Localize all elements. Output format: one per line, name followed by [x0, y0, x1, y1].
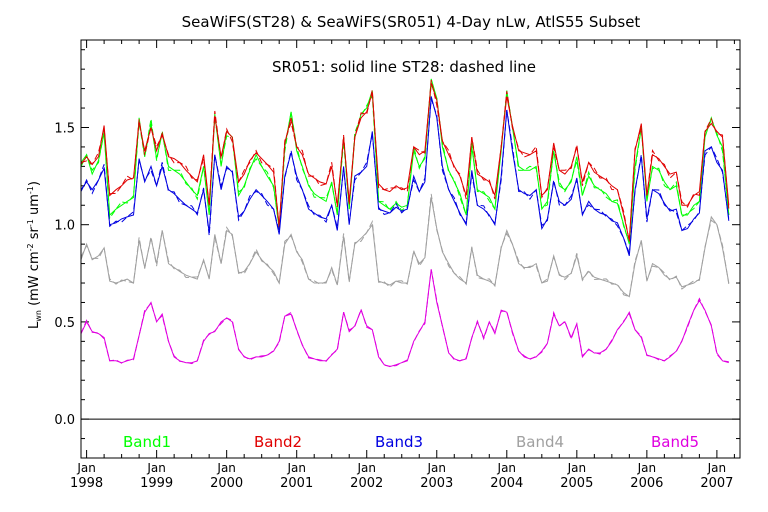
x-tick-year: 2007: [700, 476, 733, 491]
axis-ticks-layer: 0.00.51.01.5Jan1998Jan1999Jan2000Jan2001…: [54, 40, 740, 491]
x-tick-year: 2001: [280, 476, 313, 491]
series-solid-band5: [80, 269, 729, 368]
x-tick-month: Jan: [356, 461, 376, 475]
x-tick-year: 1999: [140, 476, 173, 491]
series-solid-band2: [80, 82, 730, 241]
x-tick-month: Jan: [707, 461, 727, 475]
y-axis-label-mid: sr: [27, 227, 42, 244]
legend-item: Band3: [375, 433, 423, 451]
y-axis-label-sup1: -2: [26, 243, 35, 251]
x-tick-year: 2002: [350, 476, 383, 491]
y-axis-label-sub: wn: [34, 310, 43, 322]
y-axis-label-sup3: -1: [26, 186, 35, 194]
x-tick-month: Jan: [427, 461, 447, 475]
chart-subtitle: SR051: solid line ST28: dashed line: [272, 58, 536, 76]
series-solid-band3: [80, 96, 730, 256]
x-tick-month: Jan: [76, 461, 96, 475]
series-solid-band1: [80, 78, 730, 245]
x-tick-month: Jan: [567, 461, 587, 475]
x-tick-month: Jan: [497, 461, 517, 475]
legend-layer: Band1 Band2 Band3 Band4 Band5: [123, 433, 699, 451]
y-axis-label-sup2: -1: [26, 219, 35, 227]
x-tick-year: 2006: [630, 476, 663, 491]
y-axis-label: Lwn (mW cm-2 sr-1 um-1): [26, 181, 43, 329]
y-tick-label: 0.0: [54, 413, 75, 428]
x-tick-year: 1998: [70, 476, 103, 491]
legend-item: Band5: [651, 433, 699, 451]
y-axis-label-mid2: um: [27, 194, 42, 219]
y-tick-label: 1.5: [54, 121, 75, 136]
legend-item: Band1: [123, 433, 171, 451]
y-axis-label-main: L: [27, 321, 42, 329]
legend-item: Band2: [254, 433, 302, 451]
x-tick-year: 2000: [210, 476, 243, 491]
x-tick-year: 2003: [420, 476, 453, 491]
x-tick-month: Jan: [286, 461, 306, 475]
x-tick-year: 2004: [490, 476, 523, 491]
y-tick-label: 0.5: [54, 316, 75, 331]
series-solid-band4: [80, 197, 730, 298]
series-layer: [80, 78, 730, 368]
x-tick-year: 2005: [560, 476, 593, 491]
x-tick-month: Jan: [637, 461, 657, 475]
y-axis-label-rest: (mW cm: [27, 251, 42, 310]
x-tick-month: Jan: [146, 461, 166, 475]
chart-title: SeaWiFS(ST28) & SeaWiFS(SR051) 4-Day nLw…: [182, 13, 641, 31]
y-axis-label-end: ): [27, 181, 42, 186]
y-tick-label: 1.0: [54, 219, 75, 234]
plot-frame: [80, 39, 741, 459]
legend-item: Band4: [516, 433, 564, 451]
x-tick-month: Jan: [216, 461, 236, 475]
